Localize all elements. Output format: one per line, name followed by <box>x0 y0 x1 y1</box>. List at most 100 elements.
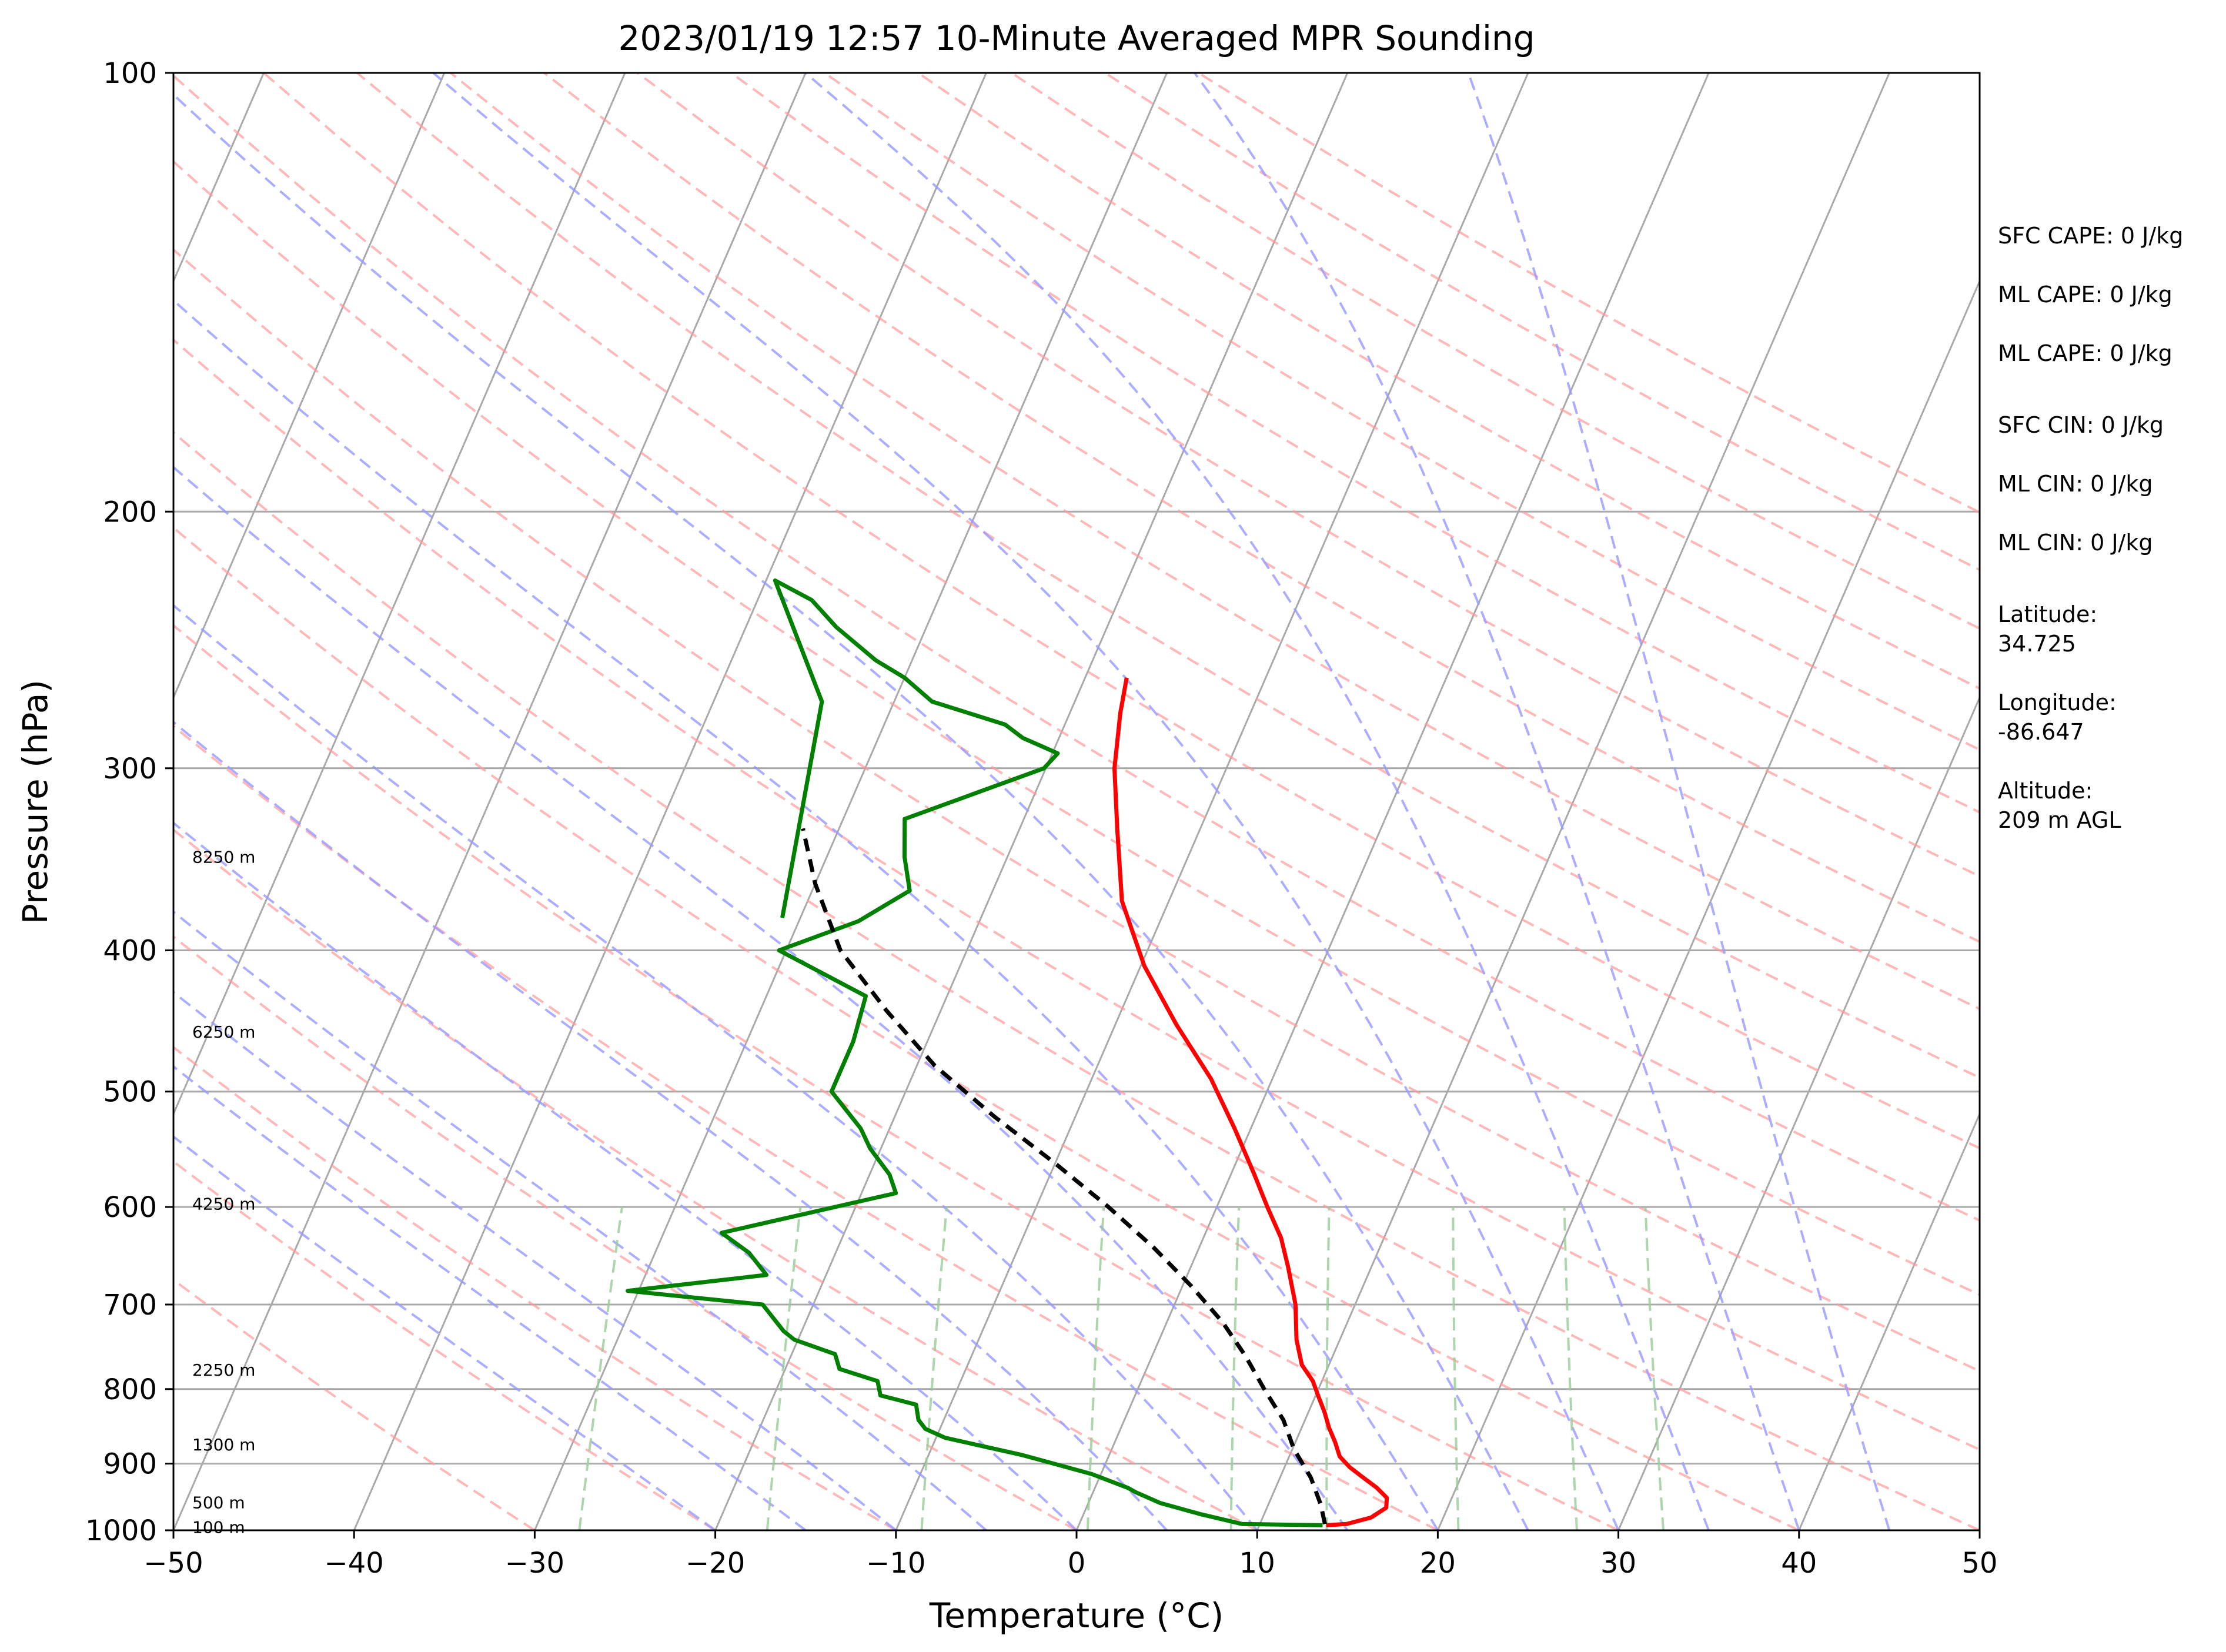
y-tick-label: 800 <box>103 1373 157 1406</box>
y-tick-label: 200 <box>103 496 157 529</box>
x-axis-label: Temperature (°C) <box>929 1596 1224 1636</box>
moist-adiabat-line <box>804 73 1710 1530</box>
height-label: 1300 m <box>192 1435 255 1454</box>
moist-adiabat-line <box>173 93 1529 1530</box>
dry-adiabat-line <box>173 338 1980 1451</box>
x-tick-label: 20 <box>1420 1547 1456 1580</box>
dry-adiabat-line <box>543 73 1980 944</box>
mixing-ratio-line <box>1086 1206 1105 1530</box>
moist-adiabat-line <box>173 299 1439 1530</box>
dry-adiabat-line <box>173 431 1980 1530</box>
height-label: 4250 m <box>192 1195 255 1214</box>
isotherm-line <box>173 73 807 1530</box>
isotherm-line <box>534 73 1168 1530</box>
stat-text: 209 m AGL <box>1998 807 2121 833</box>
stats-panel: SFC CAPE: 0 J/kg ML CAPE: 0 J/kg ML CAPE: … <box>1998 223 2183 833</box>
mixing-ratio-line <box>766 1206 802 1530</box>
dry-adiabat-line <box>173 724 1439 1530</box>
stat-text: ML CAPE: 0 J/kg <box>1998 340 2172 366</box>
mixing-ratio-line <box>578 1206 623 1530</box>
isotherm-line <box>173 73 446 700</box>
x-tick-label: 0 <box>1068 1547 1086 1580</box>
dry-adiabat-line <box>173 624 1619 1530</box>
y-tick-label: 400 <box>103 935 157 968</box>
stat-text: Longitude: <box>1998 690 2117 715</box>
y-axis-label: Pressure (hPa) <box>15 680 55 924</box>
x-tick-label: −20 <box>686 1547 745 1580</box>
data-series <box>626 578 1389 1527</box>
isotherm-line <box>353 73 987 1530</box>
x-tick-label: 30 <box>1600 1547 1636 1580</box>
dry-adiabat-line <box>917 73 1980 690</box>
mixing-ratio-line <box>1452 1206 1460 1530</box>
moist-adiabat-line <box>432 73 1620 1530</box>
moist-adiabat-line <box>173 466 1349 1530</box>
y-tick-label: 1000 <box>85 1514 157 1547</box>
stat-text: 34.725 <box>1998 631 2076 657</box>
moist-adiabat-line <box>173 1135 716 1530</box>
dry-adiabat-line <box>356 73 1980 1079</box>
moist-adiabat-line <box>1194 73 1800 1530</box>
y-tick-label: 600 <box>103 1191 157 1224</box>
dry-adiabat-line <box>173 1160 716 1530</box>
mixing-ratio-line <box>1229 1206 1241 1530</box>
chart-title: 2023/01/19 12:57 10-Minute Averaged MPR … <box>618 18 1535 58</box>
isotherm-line <box>1075 73 1710 1530</box>
dry-adiabat-line <box>173 74 1980 1222</box>
dry-adiabat-line <box>173 248 1980 1373</box>
mixing-ratio-line <box>920 1206 948 1530</box>
moist-adiabat-line <box>1467 73 1891 1530</box>
height-label: 100 m <box>192 1518 245 1537</box>
dry-adiabat-line <box>173 828 1258 1530</box>
stat-text: SFC CIN: 0 J/kg <box>1998 412 2164 438</box>
dry-adiabat-line <box>173 160 1980 1296</box>
mixing-ratio-line <box>1644 1206 1665 1530</box>
background-lines <box>173 73 1980 1530</box>
isotherm-line <box>1256 73 1890 1530</box>
stat-text: SFC CAPE: 0 J/kg <box>1998 223 2183 249</box>
x-axis: −50 −40 −30 −20 −10 0 10 20 30 40 50 <box>143 1530 1998 1580</box>
dry-adiabat-line <box>637 73 1980 878</box>
y-tick-label: 900 <box>103 1448 157 1481</box>
moist-adiabat-line <box>173 991 897 1530</box>
moist-adiabat-line <box>173 910 987 1530</box>
height-label: 8250 m <box>192 847 255 867</box>
isotherm-line <box>714 73 1349 1530</box>
height-label: 2250 m <box>192 1360 255 1380</box>
isotherm-line <box>1437 279 1980 1530</box>
y-tick-label: 300 <box>103 753 157 785</box>
y-tick-label: 100 <box>103 57 157 90</box>
dry-adiabat-line <box>263 73 1980 1150</box>
moist-adiabat-line <box>173 821 1078 1530</box>
stat-text: ML CIN: 0 J/kg <box>1998 530 2153 556</box>
isotherm-line <box>1617 695 1980 1530</box>
temperature-line <box>1112 677 1389 1527</box>
x-tick-label: 40 <box>1781 1547 1817 1580</box>
dewpoint-line <box>626 578 1323 1527</box>
stat-text: Latitude: <box>1998 601 2097 627</box>
height-label: 500 m <box>192 1493 245 1513</box>
stat-text: Altitude: <box>1998 778 2093 804</box>
x-tick-label: −30 <box>505 1547 564 1580</box>
y-tick-label: 700 <box>103 1289 157 1322</box>
mixing-ratio-line <box>1563 1206 1578 1530</box>
isotherm-line <box>1798 1111 1980 1530</box>
x-tick-label: −10 <box>866 1547 925 1580</box>
stat-text: ML CAPE: 0 J/kg <box>1998 282 2172 307</box>
mixing-ratio-line <box>1325 1206 1331 1530</box>
x-tick-label: 50 <box>1961 1547 1997 1580</box>
parcel-path-line <box>801 828 1327 1524</box>
height-label: 6250 m <box>192 1022 255 1042</box>
dry-adiabat-line <box>173 526 1800 1530</box>
height-labels: 8250 m 6250 m 4250 m 2250 m 1300 m 500 m 100 m <box>192 847 255 1537</box>
isotherm-line <box>173 73 626 1116</box>
stat-text: ML CIN: 0 J/kg <box>1998 471 2153 497</box>
x-tick-label: −40 <box>325 1547 384 1580</box>
dry-adiabat-line <box>173 1278 536 1530</box>
moist-adiabat-line <box>173 720 1168 1530</box>
y-axis: 100 200 300 400 500 600 700 800 900 1000 <box>85 57 173 1547</box>
stat-text: -86.647 <box>1998 719 2084 745</box>
x-tick-label: 10 <box>1239 1547 1275 1580</box>
moist-adiabat-line <box>173 1065 807 1530</box>
